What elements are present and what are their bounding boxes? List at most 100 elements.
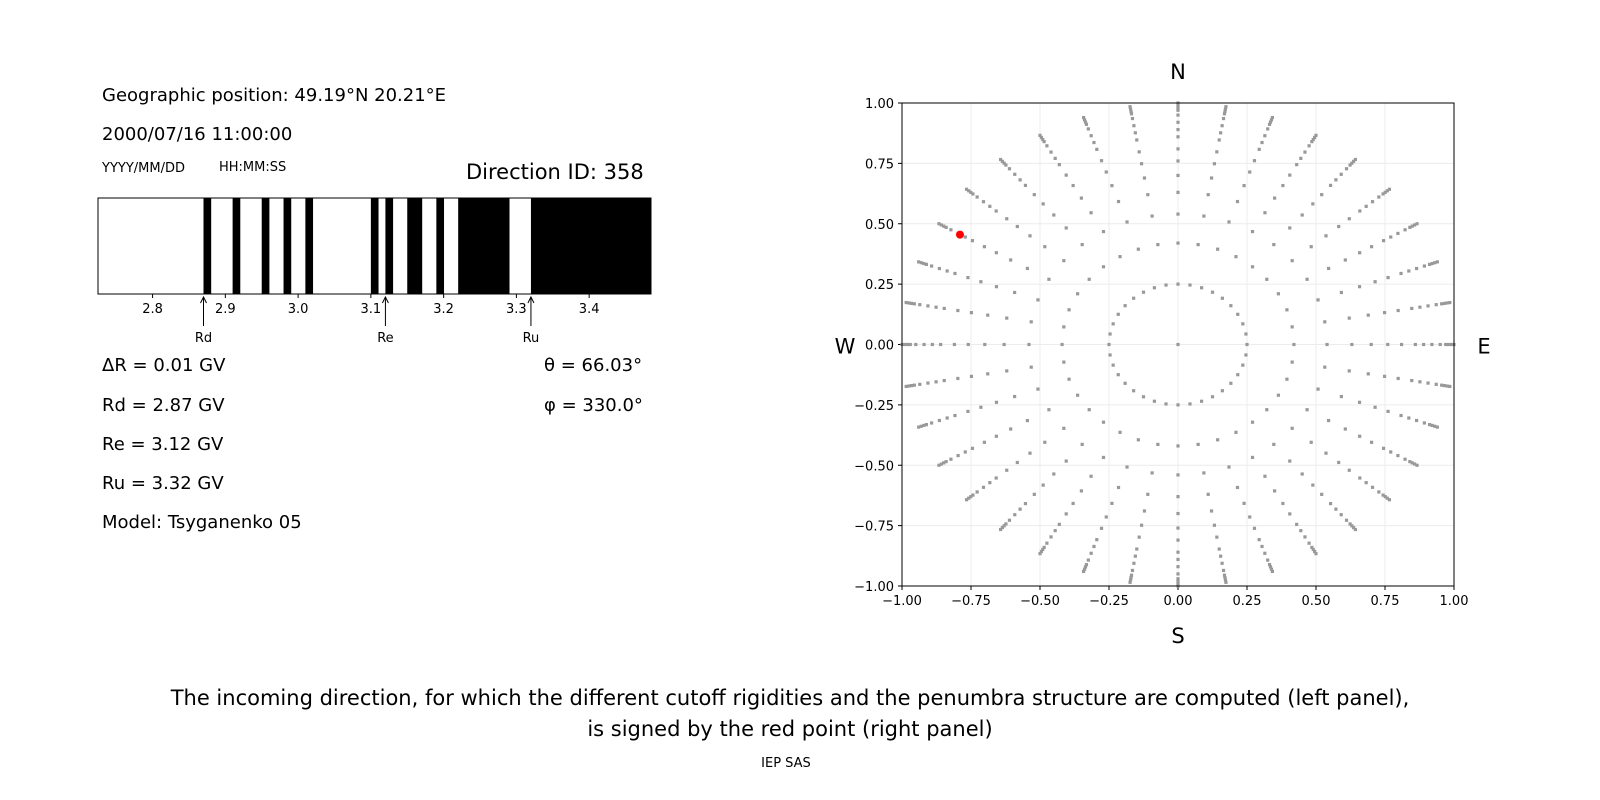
direction-point — [953, 271, 957, 276]
direction-point — [1152, 399, 1157, 403]
direction-point — [1220, 389, 1224, 393]
direction-point — [1426, 304, 1430, 308]
direction-point — [1224, 580, 1228, 584]
direction-point — [1110, 184, 1114, 188]
direction-point — [1415, 463, 1419, 467]
direction-point — [983, 342, 987, 347]
direction-point — [1089, 551, 1093, 555]
direction-point — [1025, 266, 1030, 271]
direction-point — [1176, 557, 1180, 562]
direction-point — [1136, 247, 1140, 251]
direction-point — [1357, 400, 1362, 404]
direction-point — [1123, 304, 1127, 308]
direction-point — [1092, 544, 1096, 549]
direction-point — [1101, 455, 1106, 460]
direction-point — [1196, 442, 1200, 446]
direction-point — [1422, 421, 1426, 425]
direction-point — [1108, 332, 1112, 336]
direction-point — [1418, 305, 1422, 309]
direction-point — [970, 239, 975, 243]
direction-point — [988, 204, 992, 208]
compass-east: E — [1477, 335, 1490, 359]
direction-point — [1015, 224, 1019, 229]
direction-point — [1082, 115, 1086, 120]
direction-point — [1043, 440, 1047, 444]
model: Model: Tsyganenko 05 — [102, 512, 302, 533]
direction-point — [1146, 193, 1150, 197]
direction-point — [1199, 399, 1204, 403]
direction-point — [1039, 549, 1043, 554]
direction-point — [1018, 507, 1022, 511]
direction-point — [1116, 485, 1121, 490]
direction-point — [1389, 450, 1393, 454]
direction-point — [1265, 408, 1269, 412]
direction-point — [1373, 280, 1377, 284]
direction-point — [1220, 296, 1224, 300]
y-tick-label: −1.00 — [854, 580, 894, 595]
direction-point — [970, 446, 975, 450]
direction-point — [1320, 492, 1324, 496]
direction-point — [1381, 239, 1386, 243]
direction-point — [1220, 561, 1224, 565]
direction-point — [1152, 286, 1157, 290]
direction-point — [1116, 373, 1120, 377]
x-tick-label: −0.25 — [1089, 594, 1129, 609]
x-tick-label: 3.0 — [288, 302, 309, 317]
direction-point — [1083, 565, 1088, 569]
forbidden-band — [494, 198, 503, 294]
direction-point — [917, 260, 921, 264]
direction-point — [1029, 365, 1033, 369]
direction-point — [1176, 581, 1180, 586]
direction-point — [1137, 150, 1141, 154]
direction-point — [994, 209, 998, 213]
forbidden-band — [538, 198, 546, 294]
direction-point — [1071, 501, 1075, 506]
compass-south: S — [1171, 624, 1184, 648]
direction-point — [1013, 394, 1017, 399]
direction-point — [1344, 167, 1349, 171]
direction-point — [942, 306, 946, 311]
direction-point — [944, 225, 948, 229]
direction-point — [1139, 523, 1144, 527]
directions-chart: −1.00 −0.75 −0.50 −0.25 0.00 0.25 0.50 0.75 1.00… — [835, 60, 1491, 648]
direction-point — [1288, 226, 1292, 230]
direction-point — [1041, 202, 1045, 206]
direction-point — [1252, 526, 1257, 530]
direction-point — [1176, 120, 1180, 124]
marker-label-ru: Ru — [523, 331, 540, 346]
direction-point — [963, 450, 967, 454]
direction-point — [1027, 342, 1031, 347]
direction-point — [1107, 342, 1111, 347]
direction-point — [1009, 258, 1013, 262]
direction-point — [1220, 124, 1224, 128]
direction-point — [1276, 393, 1280, 397]
direction-point — [1099, 159, 1104, 163]
direction-point — [1415, 418, 1419, 423]
direction-point — [1080, 442, 1084, 446]
direction-point — [1314, 552, 1318, 556]
direction-point — [1202, 214, 1206, 218]
direction-point — [956, 376, 960, 381]
direction-point — [1118, 430, 1122, 434]
x-tick-label: 3.4 — [579, 302, 600, 317]
direction-point — [1215, 150, 1219, 154]
direction-point — [942, 224, 946, 228]
direction-point — [1156, 442, 1160, 446]
direction-point — [1206, 193, 1210, 197]
direction-point — [1025, 418, 1030, 423]
delta-r: ΔR = 0.01 GV — [102, 355, 226, 376]
direction-point — [1352, 159, 1356, 163]
direction-point — [1366, 313, 1370, 317]
direction-point — [1057, 163, 1061, 167]
direction-point — [945, 416, 949, 420]
direction-point — [1273, 489, 1277, 493]
direction-point — [1257, 147, 1261, 151]
direction-point — [1130, 568, 1135, 573]
direction-point — [1358, 251, 1362, 255]
direction-point — [1352, 526, 1356, 530]
direction-point — [1176, 526, 1180, 530]
direction-point — [1385, 496, 1389, 500]
direction-point — [1089, 134, 1093, 138]
direction-point — [919, 424, 923, 428]
direction-point — [1366, 372, 1370, 376]
